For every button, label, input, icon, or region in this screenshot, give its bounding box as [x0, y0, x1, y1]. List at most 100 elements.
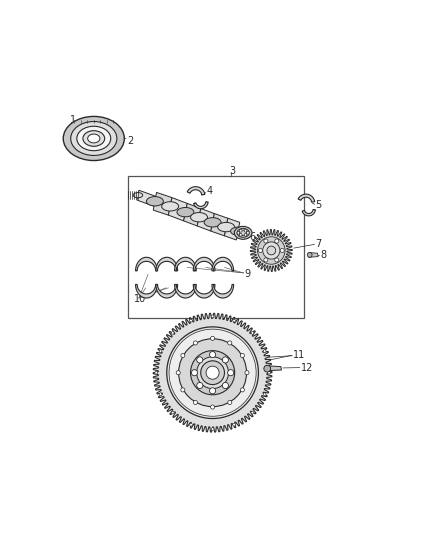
Polygon shape	[135, 285, 157, 298]
Circle shape	[211, 427, 214, 431]
Circle shape	[251, 411, 254, 414]
Circle shape	[171, 411, 174, 414]
Ellipse shape	[83, 131, 105, 146]
Polygon shape	[197, 208, 214, 231]
Text: 5: 5	[315, 200, 321, 211]
Polygon shape	[212, 257, 233, 271]
Circle shape	[159, 350, 162, 352]
Circle shape	[197, 357, 203, 363]
Circle shape	[263, 393, 266, 395]
Circle shape	[264, 258, 268, 262]
Ellipse shape	[191, 213, 208, 222]
Polygon shape	[168, 198, 187, 221]
Ellipse shape	[234, 227, 252, 239]
Ellipse shape	[218, 222, 235, 232]
Circle shape	[233, 319, 236, 322]
Circle shape	[240, 353, 244, 358]
Circle shape	[190, 423, 192, 426]
Polygon shape	[137, 190, 156, 206]
Circle shape	[201, 361, 225, 385]
Circle shape	[228, 370, 234, 376]
Polygon shape	[268, 366, 282, 370]
Circle shape	[223, 383, 229, 389]
Circle shape	[167, 327, 258, 418]
Polygon shape	[302, 209, 315, 216]
Ellipse shape	[230, 227, 246, 235]
Ellipse shape	[72, 127, 76, 130]
Polygon shape	[184, 204, 201, 226]
Ellipse shape	[237, 229, 249, 237]
Circle shape	[245, 370, 249, 375]
Text: 12: 12	[301, 362, 313, 373]
Polygon shape	[135, 257, 157, 271]
Ellipse shape	[162, 201, 179, 211]
Polygon shape	[194, 202, 208, 209]
Polygon shape	[193, 257, 215, 271]
Polygon shape	[193, 285, 215, 298]
Circle shape	[263, 242, 280, 259]
Circle shape	[211, 336, 215, 341]
Circle shape	[193, 400, 198, 405]
Circle shape	[228, 400, 232, 405]
Text: 8: 8	[320, 249, 326, 260]
Circle shape	[237, 231, 240, 234]
Circle shape	[191, 370, 198, 376]
Polygon shape	[211, 214, 228, 236]
Circle shape	[169, 329, 256, 416]
Ellipse shape	[133, 192, 143, 198]
Circle shape	[206, 366, 219, 379]
Polygon shape	[187, 187, 205, 195]
Circle shape	[268, 372, 270, 374]
Circle shape	[247, 231, 249, 234]
Circle shape	[159, 393, 162, 395]
Circle shape	[264, 239, 268, 243]
Circle shape	[251, 332, 254, 334]
Circle shape	[264, 365, 271, 372]
Circle shape	[240, 388, 244, 392]
Circle shape	[275, 239, 279, 243]
Polygon shape	[153, 192, 172, 215]
Polygon shape	[225, 218, 240, 240]
Circle shape	[193, 341, 198, 345]
Text: 6: 6	[249, 231, 255, 241]
Text: 1: 1	[70, 115, 76, 125]
Circle shape	[211, 405, 215, 409]
Circle shape	[209, 352, 215, 358]
Bar	[128, 176, 304, 318]
Polygon shape	[175, 285, 196, 298]
Ellipse shape	[177, 207, 194, 217]
Ellipse shape	[88, 134, 100, 143]
Circle shape	[267, 246, 276, 255]
Polygon shape	[309, 253, 318, 257]
Ellipse shape	[77, 126, 111, 151]
Text: 11: 11	[293, 350, 306, 360]
Polygon shape	[156, 285, 178, 298]
Circle shape	[233, 423, 236, 426]
Circle shape	[181, 353, 185, 358]
Circle shape	[176, 370, 180, 375]
Text: 4: 4	[206, 186, 212, 196]
Circle shape	[191, 351, 235, 395]
Circle shape	[258, 237, 285, 264]
Ellipse shape	[146, 197, 163, 206]
Polygon shape	[298, 194, 314, 202]
Circle shape	[223, 357, 229, 363]
Ellipse shape	[63, 116, 124, 160]
Circle shape	[171, 332, 174, 334]
Circle shape	[190, 319, 192, 322]
Text: 3: 3	[230, 166, 236, 176]
Text: 2: 2	[128, 136, 134, 146]
Circle shape	[307, 253, 312, 257]
Circle shape	[197, 383, 203, 389]
Circle shape	[244, 229, 247, 232]
Circle shape	[275, 258, 279, 262]
Circle shape	[280, 248, 284, 253]
Circle shape	[240, 233, 242, 236]
Circle shape	[181, 388, 185, 392]
Polygon shape	[250, 229, 293, 271]
Circle shape	[244, 233, 247, 236]
Text: 7: 7	[315, 239, 321, 249]
Circle shape	[258, 248, 262, 253]
Polygon shape	[212, 285, 233, 298]
Circle shape	[179, 339, 247, 407]
